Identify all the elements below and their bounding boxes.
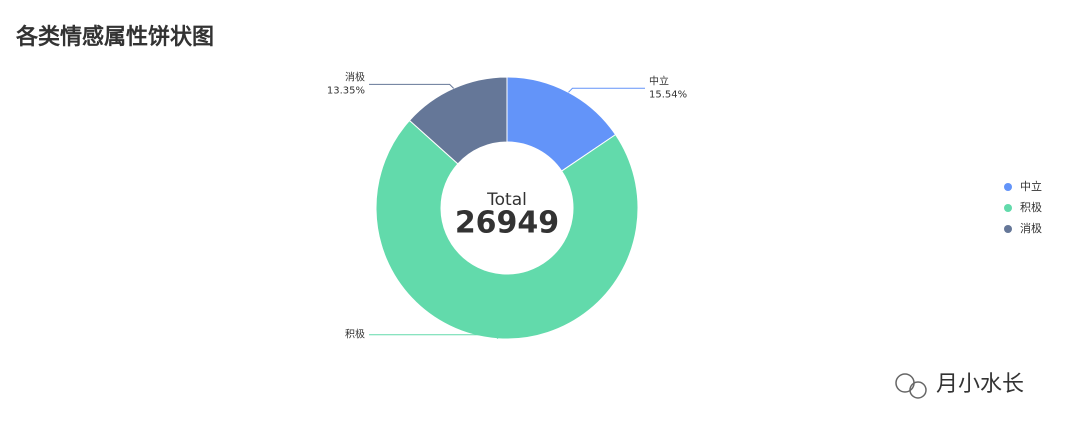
watermark-icon [909,381,927,399]
slice-label: 消极 [345,70,365,83]
watermark-icon [895,373,915,393]
slice-label: 中立 [649,74,669,87]
watermark: 月小水长 [895,372,1024,399]
legend-marker [1004,183,1012,191]
legend-label: 中立 [1020,179,1042,193]
leader-line [369,334,499,340]
legend-label: 积极 [1020,200,1042,214]
legend-marker [1004,204,1012,212]
center-label: Total [486,190,527,210]
watermark-text: 月小水长 [936,372,1024,397]
slice [408,76,508,165]
slice-value-label: 13.35% [327,85,365,96]
center-total: 26949 [455,206,559,241]
leader-line [568,87,645,93]
leader-line [369,83,455,89]
slice [375,119,639,340]
chart-title: 各类情感属性饼状图 [15,24,214,50]
slice-value-label: 15.54% [649,89,687,100]
slice-label: 积极 [345,328,365,341]
legend-label: 消极 [1020,221,1042,235]
legend-marker [1004,225,1012,233]
